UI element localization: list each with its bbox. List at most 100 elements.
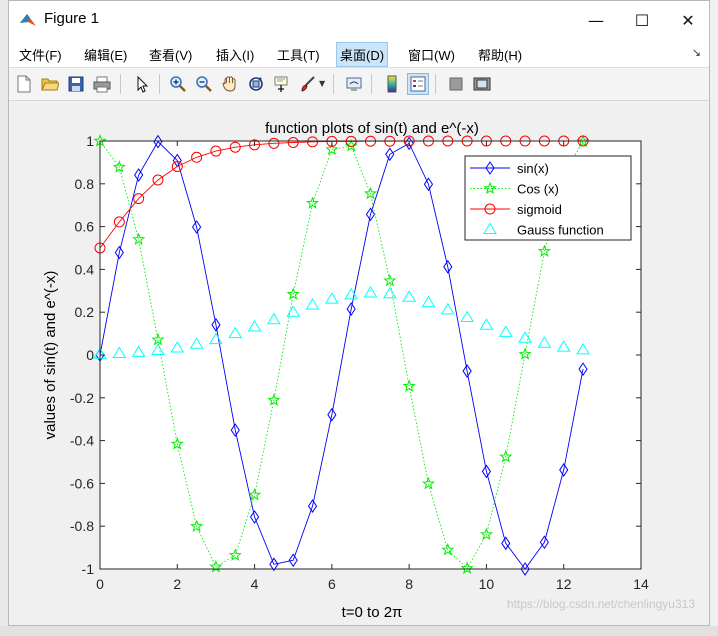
legend-marker-sin-x <box>485 161 495 175</box>
legend-label-cos-x: Cos (x) <box>517 182 559 197</box>
save-button[interactable] <box>65 73 87 95</box>
toolbar-separator <box>435 74 436 94</box>
close-icon: ✕ <box>681 10 695 30</box>
data-point-sin-x <box>114 245 124 260</box>
menu-bar: 文件(F) 编辑(E) 查看(V) 插入(I) 工具(T) 桌面(D) 窗口(W… <box>9 39 709 68</box>
hide-plot-tools-icon <box>449 77 463 91</box>
data-cursor-icon <box>274 76 288 92</box>
pan-button[interactable] <box>219 73 241 95</box>
data-point-gauss-function <box>112 346 127 359</box>
data-point-sigmoid <box>307 136 319 148</box>
series-line-cos-x <box>99 140 584 570</box>
plot-area[interactable]: 0 2 4 6 8 10 12 14 -1 -0.8 -0.6 -0.4 -0.2 0 0.2 0.4 0.6 0… <box>9 101 709 626</box>
maximize-button[interactable]: ☐ <box>619 1 665 39</box>
new-figure-icon <box>17 75 31 93</box>
data-point-sin-x <box>385 147 395 162</box>
menu-file[interactable]: 文件(F) <box>19 48 62 63</box>
x-tick-label: 2 <box>173 576 181 592</box>
figure-chart[interactable]: 0 2 4 6 8 10 12 14 -1 -0.8 -0.6 -0.4 -0.2 0 0.2 0.4 0.6 0… <box>9 101 709 626</box>
menu-view[interactable]: 查看(V) <box>149 48 193 63</box>
zoom-out-button[interactable] <box>193 73 215 95</box>
menu-help[interactable]: 帮助(H) <box>478 48 523 63</box>
data-point-sigmoid <box>268 137 280 149</box>
data-point-gauss-function <box>131 345 146 357</box>
print-icon <box>93 76 111 93</box>
x-tick-label: 14 <box>633 576 649 592</box>
series-line-sin-x <box>99 140 584 570</box>
data-point-gauss-function <box>479 318 494 330</box>
matlab-logo-icon <box>20 14 36 26</box>
data-point-sin-x <box>539 535 549 550</box>
legend[interactable]: sin(x) Cos (x) sigmoid Gauss function <box>464 155 632 241</box>
series-gauss-function <box>93 285 590 359</box>
data-point-sin-x <box>230 423 240 438</box>
menu-desktop[interactable]: 桌面(D) <box>336 42 389 67</box>
data-point-gauss-function <box>537 336 552 348</box>
data-cursor-button[interactable] <box>271 73 293 95</box>
data-point-sin-x <box>559 463 569 477</box>
show-plot-tools-icon <box>473 77 491 91</box>
data-point-sigmoid <box>249 139 261 151</box>
zoom-in-button[interactable] <box>167 73 189 95</box>
window-title: Figure 1 <box>44 10 100 27</box>
figure-toolbar: ▼ <box>9 68 709 101</box>
legend-marker-cos-x <box>483 181 497 195</box>
hide-plot-tools-button[interactable] <box>445 73 467 95</box>
y-tick-label: 0.2 <box>75 304 95 320</box>
menu-insert[interactable]: 插入(I) <box>216 48 255 63</box>
series-cos-x <box>93 134 590 574</box>
x-tick-label: 0 <box>96 576 104 592</box>
y-tick-label: -0.4 <box>70 433 94 449</box>
menu-tools[interactable]: 工具(T) <box>277 48 320 63</box>
edit-plot-arrow-icon <box>137 75 149 93</box>
data-point-gauss-function <box>402 290 417 302</box>
data-point-cos-x <box>132 232 146 246</box>
data-point-gauss-function <box>498 325 513 337</box>
data-point-gauss-function <box>228 326 243 339</box>
data-point-sin-x <box>462 364 472 378</box>
pan-hand-icon <box>222 76 236 92</box>
x-tick-label: 8 <box>405 576 413 592</box>
menu-edit[interactable]: 编辑(E) <box>84 48 128 63</box>
y-axis-label: values of sin(t) and e^(-x) <box>42 271 59 440</box>
data-point-gauss-function <box>460 310 474 323</box>
data-point-sin-x <box>346 302 356 316</box>
brush-dropdown-icon[interactable]: ▼ <box>319 79 326 88</box>
maximize-icon: ☐ <box>634 10 650 30</box>
open-file-button[interactable] <box>39 73 61 95</box>
colorbar-button[interactable] <box>381 73 403 95</box>
series-sin-x <box>95 134 588 576</box>
link-plot-button[interactable] <box>343 73 365 95</box>
data-point-sigmoid <box>229 141 241 153</box>
link-plot-icon <box>346 77 362 91</box>
x-tick-label: 12 <box>556 576 572 592</box>
data-point-cos-x <box>247 488 262 501</box>
new-figure-button[interactable] <box>13 73 35 95</box>
data-point-gauss-function <box>576 342 590 355</box>
data-point-gauss-function <box>286 305 301 317</box>
show-plot-tools-button[interactable] <box>471 73 493 95</box>
data-point-cos-x <box>402 379 416 392</box>
data-point-cos-x <box>267 393 281 406</box>
data-point-sigmoid <box>287 136 299 148</box>
rotate-3d-button[interactable] <box>245 73 267 95</box>
menu-window[interactable]: 窗口(W) <box>408 48 455 63</box>
data-point-cos-x <box>383 273 397 287</box>
data-point-cos-x <box>325 142 339 156</box>
data-point-sin-x <box>327 407 337 422</box>
edit-plot-button[interactable] <box>131 73 153 95</box>
y-tick-label: -0.2 <box>70 390 94 406</box>
data-point-sin-x <box>192 220 202 234</box>
background-editor-edge-right <box>710 0 718 636</box>
colorbar-icon <box>387 75 397 93</box>
dock-arrow-icon[interactable]: ↘ <box>691 46 701 59</box>
data-point-cos-x <box>151 332 165 346</box>
open-file-icon <box>41 78 59 91</box>
brush-button[interactable] <box>297 73 319 95</box>
close-button[interactable]: ✕ <box>665 1 709 39</box>
title-bar[interactable]: Figure 1 — ☐ ✕ <box>9 1 709 39</box>
print-button[interactable] <box>91 73 113 95</box>
minimize-button[interactable]: — <box>573 1 619 39</box>
legend-label-sigmoid: sigmoid <box>517 202 562 217</box>
legend-button[interactable] <box>407 73 429 95</box>
